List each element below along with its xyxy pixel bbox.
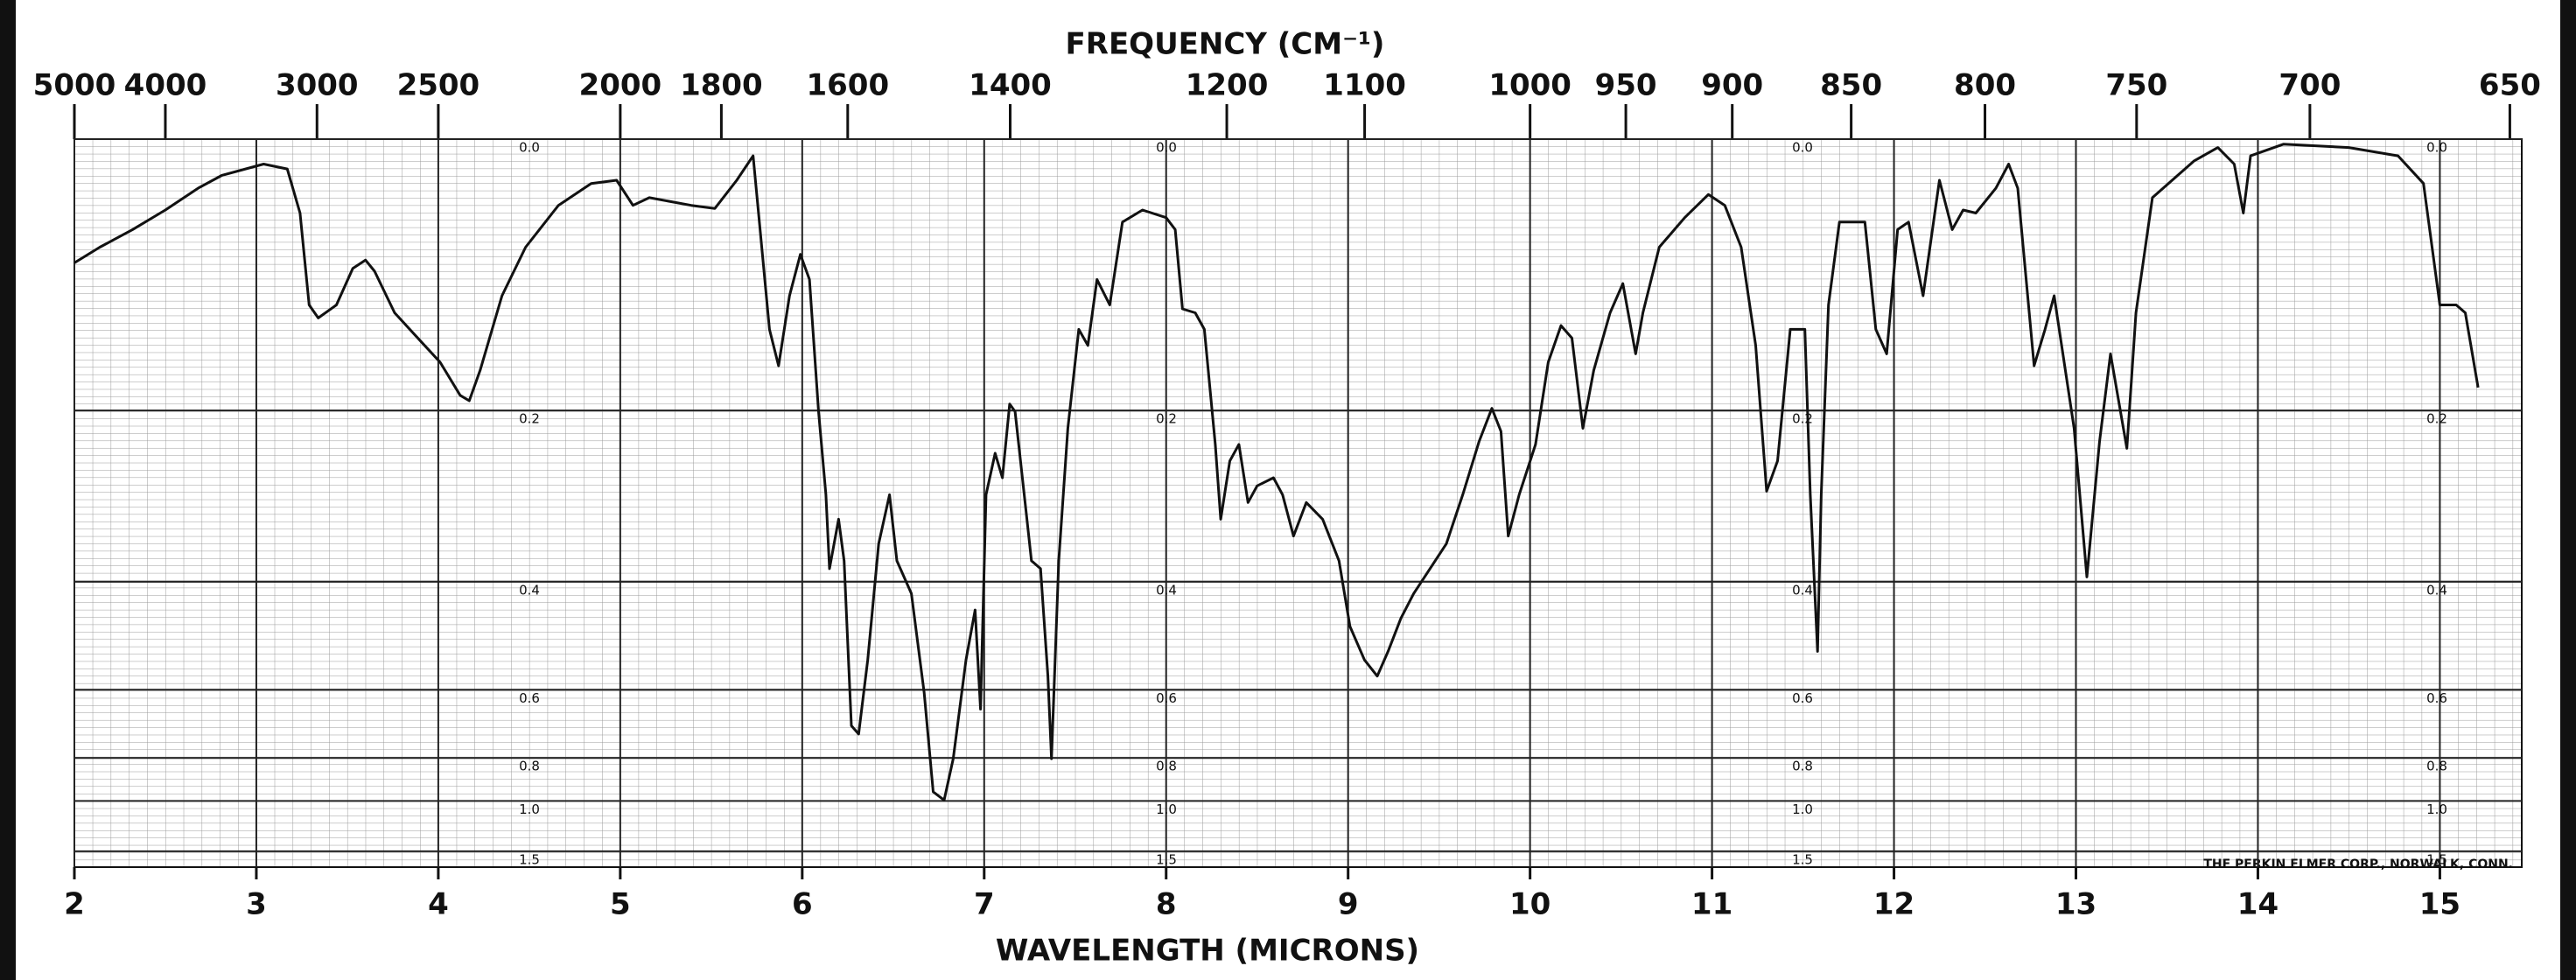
x-tick-label: 10 xyxy=(1509,887,1550,922)
y-tick-label: 0.0 xyxy=(519,140,540,156)
y-tick-label: 0.2 xyxy=(1156,411,1177,427)
x2-tick-label: 950 xyxy=(1595,68,1657,103)
x2-tick-label: 4000 xyxy=(124,68,207,103)
y-tick-label: 0.6 xyxy=(1156,690,1177,706)
minor-grid xyxy=(74,139,2522,867)
y-tick-label: 0.6 xyxy=(2426,690,2447,706)
y-tick-label: 0.6 xyxy=(519,690,540,706)
x2-tick-label: 900 xyxy=(1701,68,1763,103)
y-tick-label: 0.2 xyxy=(1792,411,1813,427)
y-tick-label: 0.2 xyxy=(2426,411,2447,427)
x-tick-label: 15 xyxy=(2419,887,2460,922)
y-tick-label: 0.0 xyxy=(1792,140,1813,156)
x-tick-label: 14 xyxy=(2237,887,2278,922)
x-tick-label: 12 xyxy=(1873,887,1914,922)
x2-tick-label: 1100 xyxy=(1323,68,1406,103)
y-tick-label: 0.0 xyxy=(2426,140,2447,156)
x-tick-label: 7 xyxy=(974,887,995,922)
y-tick-label: 0.4 xyxy=(519,582,540,598)
y-tick-label: 0.8 xyxy=(1792,759,1813,774)
x2-tick-label: 700 xyxy=(2278,68,2341,103)
wavelength-axis-title: WAVELENGTH (MICRONS) xyxy=(996,934,1419,969)
x2-tick-label: 1800 xyxy=(680,68,763,103)
x-tick-label: 3 xyxy=(246,887,267,922)
x-tick-label: 2 xyxy=(64,887,85,922)
x-tick-label: 11 xyxy=(1691,887,1732,922)
manufacturer-note: THE PERKIN ELMER CORP., NORWALK, CONN. xyxy=(2203,858,2513,872)
y-tick-label: 1.5 xyxy=(1792,851,1813,867)
x2-tick-label: 650 xyxy=(2479,68,2541,103)
x-tick-label: 8 xyxy=(1156,887,1177,922)
y-tick-label: 1.5 xyxy=(1156,851,1177,867)
y-tick-label: 0.0 xyxy=(1156,140,1177,156)
x2-tick-label: 1000 xyxy=(1488,68,1572,103)
x2-tick-label: 1600 xyxy=(806,68,889,103)
x-tick-label: 13 xyxy=(2055,887,2096,922)
y-tick-label: 0.4 xyxy=(2426,582,2447,598)
y-tick-label: 1.5 xyxy=(519,851,540,867)
x-tick-label: 5 xyxy=(610,887,631,922)
y-tick-label: 0.4 xyxy=(1792,582,1813,598)
x2-tick-label: 800 xyxy=(1954,68,2016,103)
scan-border xyxy=(2560,0,2576,980)
x-tick-label: 4 xyxy=(428,887,449,922)
y-tick-label: 0.2 xyxy=(519,411,540,427)
y-tick-label: 0.8 xyxy=(519,759,540,774)
y-tick-label: 1.5 xyxy=(2426,851,2447,867)
x2-tick-label: 1200 xyxy=(1186,68,1269,103)
x-tick-label: 6 xyxy=(792,887,813,922)
y-tick-label: 1.0 xyxy=(2426,802,2447,817)
y-tick-label: 1.0 xyxy=(1156,802,1177,817)
x2-tick-label: 2500 xyxy=(397,68,480,103)
y-tick-label: 1.0 xyxy=(519,802,540,817)
scan-border xyxy=(0,0,16,980)
spectrum-line xyxy=(74,143,2480,802)
x2-tick-label: 2000 xyxy=(579,68,662,103)
x2-tick-label: 5000 xyxy=(33,68,116,103)
y-tick-label: 0.4 xyxy=(1156,582,1177,598)
y-tick-label: 0.6 xyxy=(1792,690,1813,706)
y-tick-label: 0.8 xyxy=(2426,759,2447,774)
x2-tick-label: 3000 xyxy=(276,68,359,103)
y-tick-label: 1.0 xyxy=(1792,802,1813,817)
x2-tick-label: 750 xyxy=(2105,68,2167,103)
x-tick-label: 9 xyxy=(1338,887,1359,922)
x2-tick-label: 850 xyxy=(1820,68,1882,103)
y-tick-label: 0.8 xyxy=(1156,759,1177,774)
frequency-axis-title: FREQUENCY (CM⁻¹) xyxy=(1066,27,1385,62)
x2-tick-label: 1400 xyxy=(969,68,1052,103)
